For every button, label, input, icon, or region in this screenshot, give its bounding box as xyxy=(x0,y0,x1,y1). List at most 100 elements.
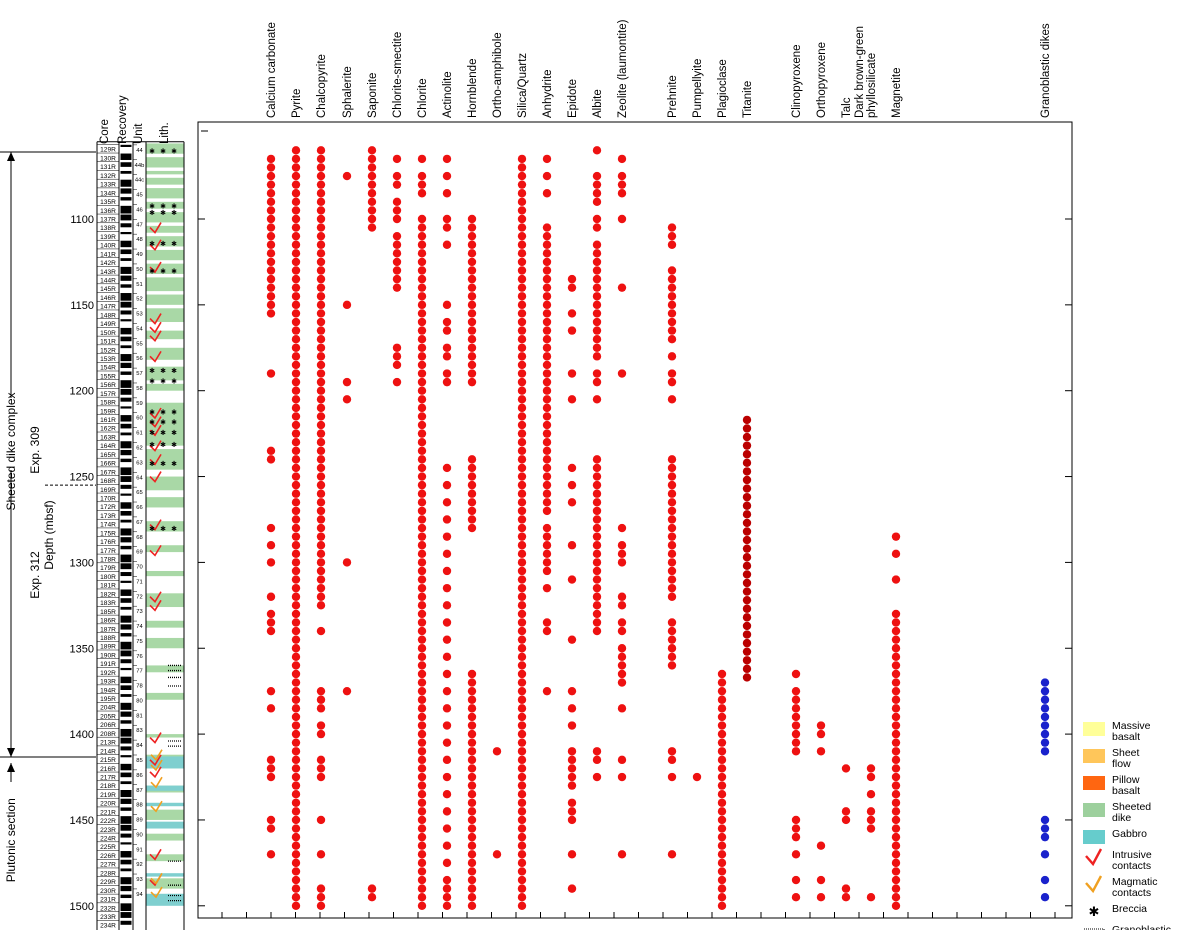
mineral-dot xyxy=(517,223,527,232)
mineral-dot xyxy=(291,523,301,533)
mineral-dot xyxy=(417,635,427,644)
mineral-dot xyxy=(517,403,527,413)
mineral-dot xyxy=(467,875,477,885)
mineral-dot xyxy=(266,300,276,310)
lith-sheeted-dike xyxy=(146,201,184,209)
mineral-dot xyxy=(517,231,527,241)
mineral-dot xyxy=(542,292,552,301)
magmatic-contact-icon xyxy=(150,872,163,885)
intrusive-contact-icon xyxy=(149,599,162,612)
mineral-dot xyxy=(367,163,377,172)
mineral-dot xyxy=(742,553,752,562)
unit-label: 63 xyxy=(136,460,142,466)
mineral-dot xyxy=(316,541,326,550)
mineral-dot xyxy=(316,223,326,232)
mineral-dot xyxy=(742,432,752,442)
mineral-dot xyxy=(316,326,326,335)
mineral-dot xyxy=(467,334,477,344)
mineral-dot xyxy=(592,274,602,284)
mineral-dot xyxy=(417,721,427,730)
recovery-bar xyxy=(120,231,132,235)
core-label: 169R xyxy=(100,487,116,494)
mineral-dot xyxy=(1040,721,1050,730)
mineral-dot xyxy=(291,652,301,662)
mineral-dot xyxy=(517,781,527,790)
mineral-dot xyxy=(467,747,477,756)
mineral-dot xyxy=(442,652,452,662)
breccia-icon: ✱ xyxy=(171,419,177,427)
mineral-dot xyxy=(567,850,577,859)
mineral-dot xyxy=(417,695,427,704)
unit-label: 58 xyxy=(136,386,142,392)
intrusive-contact-icon xyxy=(149,261,162,274)
core-label: 173R xyxy=(100,513,116,520)
unit-label: 84 xyxy=(136,743,143,749)
mineral-dot xyxy=(442,875,452,885)
recovery-bar xyxy=(120,781,132,785)
mineral-dot xyxy=(266,171,276,181)
breccia-icon: ✱ xyxy=(171,408,177,416)
legend-label: flow xyxy=(1112,758,1131,770)
mineral-dot xyxy=(891,841,901,850)
mineral-dot xyxy=(417,446,427,455)
mineral-dot xyxy=(592,343,602,352)
mineral-dot xyxy=(542,506,552,516)
mineral-dot xyxy=(542,438,552,447)
recovery-bar xyxy=(120,458,132,463)
legend-label: basalt xyxy=(1112,731,1140,743)
mineral-dot xyxy=(467,455,477,464)
mineral-dot xyxy=(542,395,552,404)
mineral-dot xyxy=(517,498,527,507)
mineral-dot xyxy=(291,661,301,670)
mineral-dot xyxy=(442,738,452,747)
unit-label: 92 xyxy=(136,862,142,868)
mineral-dot xyxy=(717,747,727,756)
mineral-dot xyxy=(667,755,677,765)
mineral-dot xyxy=(517,326,527,335)
intrusive-contact-icon xyxy=(149,519,162,531)
mineral-dot xyxy=(417,609,427,619)
mineral-dot xyxy=(667,309,677,318)
mineral-dot xyxy=(316,515,326,524)
mineral-dot xyxy=(342,686,352,696)
mineral-header: Albite xyxy=(592,89,604,118)
recovery-bar xyxy=(120,449,132,456)
breccia-icon: ✱ xyxy=(171,268,177,276)
recovery-bar xyxy=(120,702,132,710)
mineral-dot xyxy=(291,352,301,361)
intrusive-contact-icon xyxy=(149,321,162,334)
recovery-bar xyxy=(120,859,132,865)
mineral-dot xyxy=(442,884,452,893)
mineral-dot xyxy=(891,635,901,644)
core-label: 213R xyxy=(100,740,116,747)
unit-label: 49 xyxy=(136,252,142,258)
mineral-dot xyxy=(717,893,727,902)
legend-label: contacts xyxy=(1112,860,1151,872)
mineral-dot xyxy=(742,424,752,433)
mineral-dot xyxy=(517,489,527,498)
core-label: 178R xyxy=(100,557,116,564)
core-label: 174R xyxy=(100,522,116,529)
mineral-dot xyxy=(467,772,477,782)
mineral-dot xyxy=(417,360,427,370)
core-label: 222R xyxy=(100,818,116,825)
unit-label: 71 xyxy=(136,579,142,585)
mineral-dot xyxy=(791,669,801,679)
mineral-dot xyxy=(316,438,326,447)
mineral-dot xyxy=(667,300,677,310)
unit-label: 76 xyxy=(136,654,142,660)
mineral-header: Anhydrite xyxy=(542,69,554,118)
mineral-dot xyxy=(417,326,427,335)
core-label: 186R xyxy=(100,618,116,625)
unit-label: 85 xyxy=(136,758,142,764)
breccia-icon: ✱ xyxy=(160,209,166,217)
mineral-dot xyxy=(467,781,477,790)
recovery-bar xyxy=(120,728,132,737)
mineral-dot xyxy=(517,266,527,275)
recovery-bar xyxy=(120,833,132,838)
breccia-icon: ✱ xyxy=(149,240,155,248)
mineral-dot xyxy=(742,630,752,639)
mineral-dot xyxy=(517,575,527,584)
unit-label: 44b xyxy=(135,163,145,169)
